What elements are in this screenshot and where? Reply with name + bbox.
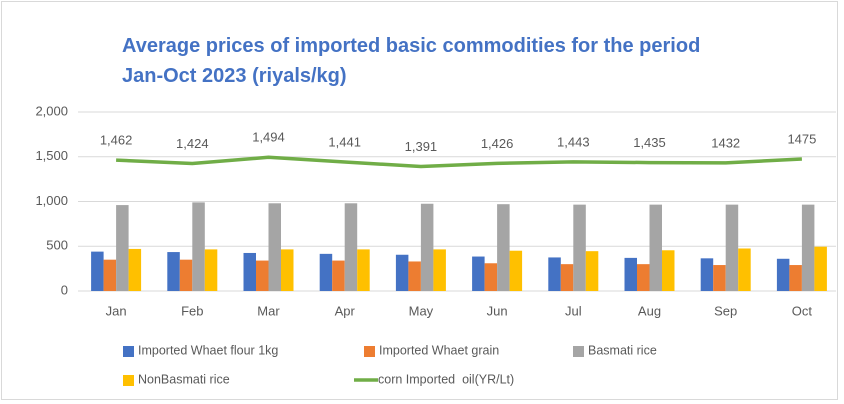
x-tick-label: Feb [181,303,203,318]
chart-title: Jan-Oct 2023 (riyals/kg) [122,65,347,87]
data-label: 1,441 [328,134,361,149]
y-tick-label: 0 [61,282,68,297]
legend-label: NonBasmati rice [138,372,230,386]
x-tick-label: Jun [487,303,508,318]
data-label: 1475 [787,131,816,146]
legend-label: corn Imported oil(YR/Lt) [378,372,514,386]
bar [725,204,739,291]
bar [585,251,599,291]
x-tick-label: Jan [106,303,127,318]
bar [128,248,142,291]
data-label: 1432 [711,135,740,150]
bar [420,203,434,291]
y-tick-label: 1,000 [35,193,68,208]
data-label: 1,424 [176,136,209,151]
bar [776,258,790,291]
bar [408,261,421,291]
bar [548,257,561,291]
chart-border [1,1,838,400]
bar [649,204,662,291]
y-tick-label: 500 [46,238,68,253]
bar [560,264,574,291]
x-tick-label: Aug [638,303,661,318]
bar [281,249,294,291]
data-label: 1,435 [633,135,666,150]
legend-label: Imported Whaet grain [379,343,499,357]
bar [433,249,446,291]
bar [344,203,358,291]
bar [713,265,726,291]
bar [497,204,510,291]
bar [357,249,370,291]
bar [509,250,523,291]
bar [395,254,409,291]
x-tick-label: Mar [257,303,280,318]
bar [243,252,256,291]
x-tick-label: May [409,303,434,318]
bar [319,253,333,291]
bar [700,258,714,291]
data-label: 1,462 [100,133,133,148]
bar [103,259,117,291]
bar [573,204,586,291]
x-tick-label: Jul [565,303,582,318]
x-tick-label: Sep [714,303,737,318]
bar [179,259,193,291]
legend-swatch [573,346,584,357]
bar [256,260,269,291]
x-tick-label: Oct [792,303,813,318]
bar [204,249,218,291]
bar [738,248,751,291]
legend-swatch [123,346,134,357]
bar [789,265,802,291]
data-label: 1,494 [252,130,285,145]
y-tick-label: 1,500 [35,148,68,163]
bar [472,256,485,291]
bar [192,202,205,291]
data-label: 1,391 [405,139,438,154]
bar [801,204,815,291]
legend-label: Imported Whaet flour 1kg [138,343,278,357]
data-label: 1,426 [481,136,514,151]
bar [116,205,129,291]
line-series [116,155,802,169]
data-label: 1,443 [557,134,590,149]
bar [662,250,675,291]
legend-swatch [123,375,134,386]
bar [484,263,498,291]
legend-swatch [364,346,375,357]
bar [814,246,827,291]
bar [167,252,180,291]
y-tick-label: 2,000 [35,103,68,118]
bar [91,251,104,291]
legend-label: Basmati rice [588,343,657,357]
x-tick-label: Apr [335,303,356,318]
bar [624,257,637,291]
bar [332,260,345,291]
bar [637,264,650,291]
chart-title: Average prices of imported basic commodi… [122,35,700,57]
bar [268,203,281,291]
